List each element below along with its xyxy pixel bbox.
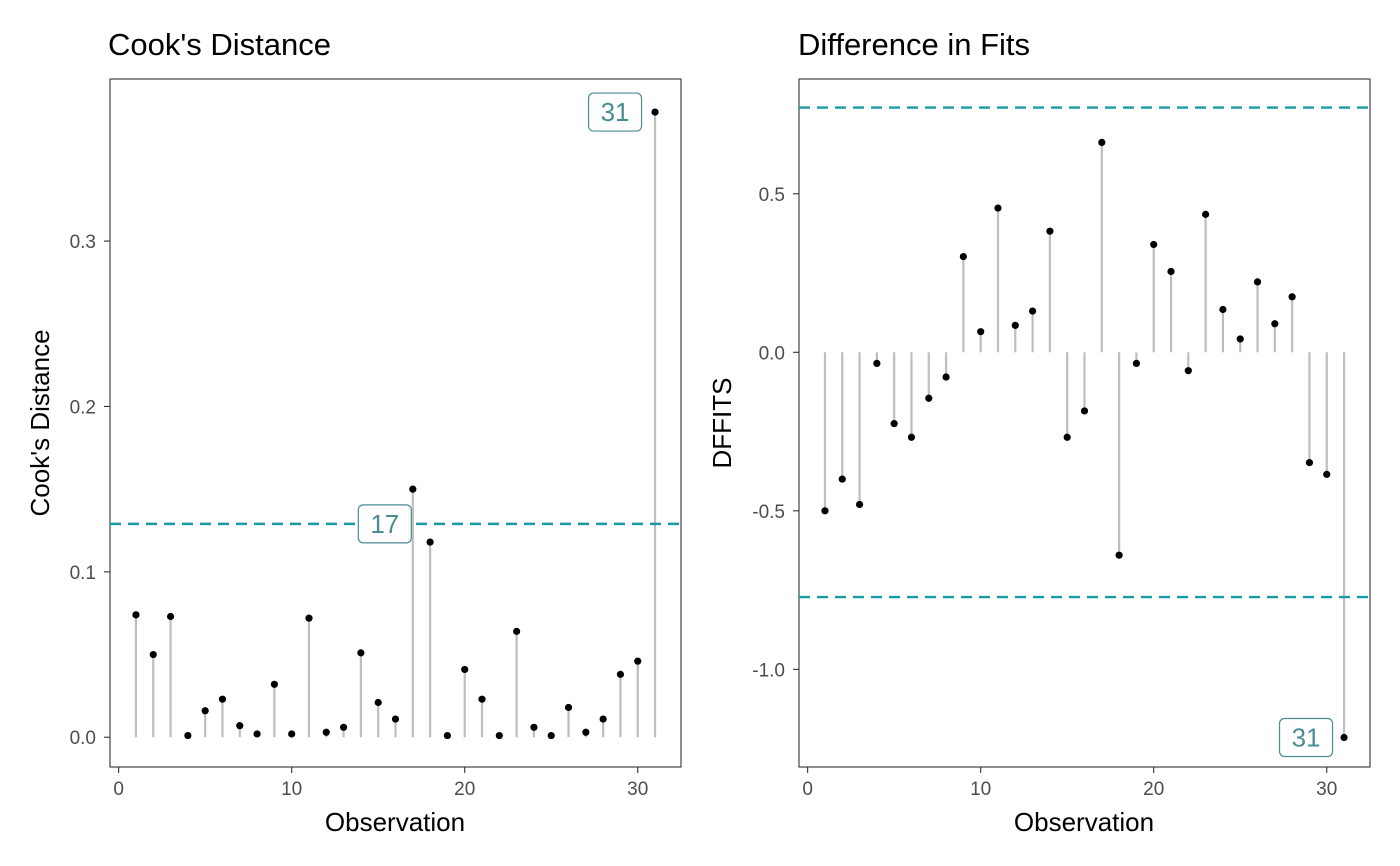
point-obs-30[interactable]	[634, 657, 642, 665]
point-obs-29[interactable]	[616, 670, 625, 678]
point-obs-10[interactable]	[288, 730, 296, 738]
point-obs-9[interactable]	[959, 252, 967, 261]
y-axis-title: Cook's Distance	[25, 329, 55, 516]
point-obs-18[interactable]	[1115, 551, 1123, 559]
point-obs-9[interactable]	[270, 680, 278, 688]
cooks-distance-chart: Cook's Distance Observation Cook's Dista…	[25, 27, 682, 837]
point-obs-31[interactable]	[1340, 733, 1348, 742]
label-text: 31	[1292, 723, 1321, 753]
x-tick-label: 0	[113, 779, 124, 800]
point-obs-13[interactable]	[339, 723, 348, 731]
point-obs-15[interactable]	[374, 698, 382, 707]
point-obs-19[interactable]	[1132, 359, 1141, 367]
plot-panel	[109, 78, 682, 768]
point-obs-31[interactable]	[651, 108, 659, 116]
point-obs-14[interactable]	[357, 649, 365, 657]
point-label-17: 17	[357, 504, 412, 544]
point-obs-7[interactable]	[236, 722, 244, 730]
point-obs-26[interactable]	[1253, 278, 1262, 286]
y-tick-label: 0.0	[759, 343, 785, 364]
point-obs-5[interactable]	[201, 707, 209, 715]
point-obs-27[interactable]	[1271, 320, 1279, 328]
point-obs-11[interactable]	[305, 614, 313, 622]
point-obs-4[interactable]	[184, 731, 192, 740]
point-obs-3[interactable]	[166, 612, 175, 621]
label-box	[587, 92, 643, 132]
point-obs-6[interactable]	[907, 433, 916, 441]
point-obs-28[interactable]	[599, 715, 607, 723]
point-obs-29[interactable]	[1305, 459, 1314, 467]
y-tick-label: 0.1	[70, 563, 96, 584]
point-obs-1[interactable]	[132, 611, 140, 619]
point-obs-25[interactable]	[1236, 335, 1244, 343]
point-obs-1[interactable]	[821, 507, 829, 515]
point-obs-24[interactable]	[1219, 305, 1227, 314]
point-obs-4[interactable]	[873, 359, 881, 367]
y-axis-title: DFFITS	[707, 378, 737, 469]
x-axis-title: Observation	[325, 807, 465, 837]
point-obs-8[interactable]	[942, 373, 950, 381]
point-obs-2[interactable]	[838, 475, 846, 483]
point-obs-3[interactable]	[855, 500, 864, 509]
point-obs-19[interactable]	[443, 731, 452, 740]
x-tick-label: 0	[802, 779, 813, 800]
point-obs-17[interactable]	[409, 485, 417, 493]
point-obs-30[interactable]	[1323, 470, 1331, 478]
point-obs-8[interactable]	[253, 730, 261, 738]
chart-title: Cook's Distance	[108, 27, 331, 62]
y-tick-label: -0.5	[752, 502, 785, 523]
label-text: 31	[601, 97, 630, 127]
point-obs-16[interactable]	[391, 715, 400, 723]
point-obs-24[interactable]	[530, 723, 538, 731]
y-tick-label: 0.0	[70, 728, 96, 749]
x-axis-title: Observation	[1014, 807, 1154, 837]
point-obs-23[interactable]	[1202, 210, 1210, 218]
point-obs-21[interactable]	[1167, 267, 1175, 276]
point-obs-16[interactable]	[1080, 407, 1089, 415]
point-obs-28[interactable]	[1288, 293, 1296, 301]
chart-title: Difference in Fits	[798, 27, 1030, 62]
point-obs-17[interactable]	[1098, 138, 1106, 147]
point-obs-27[interactable]	[582, 728, 590, 736]
point-obs-12[interactable]	[322, 728, 330, 736]
point-obs-20[interactable]	[1150, 240, 1158, 249]
point-obs-13[interactable]	[1028, 307, 1037, 315]
x-tick-label: 20	[454, 779, 475, 800]
x-tick-label: 30	[627, 779, 648, 800]
point-obs-6[interactable]	[218, 695, 227, 703]
point-obs-23[interactable]	[513, 627, 521, 635]
y-tick-label: -1.0	[752, 660, 785, 681]
label-box	[357, 504, 412, 544]
x-tick-label: 10	[281, 779, 302, 800]
point-obs-21[interactable]	[478, 695, 486, 703]
point-obs-15[interactable]	[1063, 433, 1071, 441]
label-box	[1278, 717, 1334, 758]
point-obs-20[interactable]	[461, 665, 469, 674]
point-obs-10[interactable]	[977, 328, 985, 336]
point-obs-7[interactable]	[925, 394, 933, 402]
dffits-chart: Difference in Fits Observation DFFITS 0 1…	[707, 27, 1371, 837]
point-obs-11[interactable]	[994, 204, 1002, 212]
point-obs-22[interactable]	[495, 731, 503, 740]
label-text: 17	[370, 509, 399, 539]
y-tick-label: 0.3	[70, 232, 96, 253]
x-tick-label: 20	[1143, 779, 1164, 800]
x-tick-label: 10	[970, 779, 991, 800]
point-obs-12[interactable]	[1011, 321, 1019, 329]
point-obs-14[interactable]	[1046, 227, 1054, 235]
point-obs-26[interactable]	[564, 703, 573, 712]
point-obs-2[interactable]	[149, 650, 157, 659]
y-tick-label: 0.5	[759, 185, 785, 206]
point-label-31: 31	[587, 92, 643, 132]
point-obs-5[interactable]	[890, 420, 898, 428]
x-tick-label: 30	[1316, 779, 1337, 800]
point-obs-25[interactable]	[547, 731, 555, 740]
point-obs-22[interactable]	[1184, 367, 1192, 375]
y-tick-label: 0.2	[70, 397, 96, 418]
plot-panel	[798, 78, 1371, 768]
point-label-31: 31	[1278, 717, 1334, 758]
point-obs-18[interactable]	[426, 538, 434, 546]
